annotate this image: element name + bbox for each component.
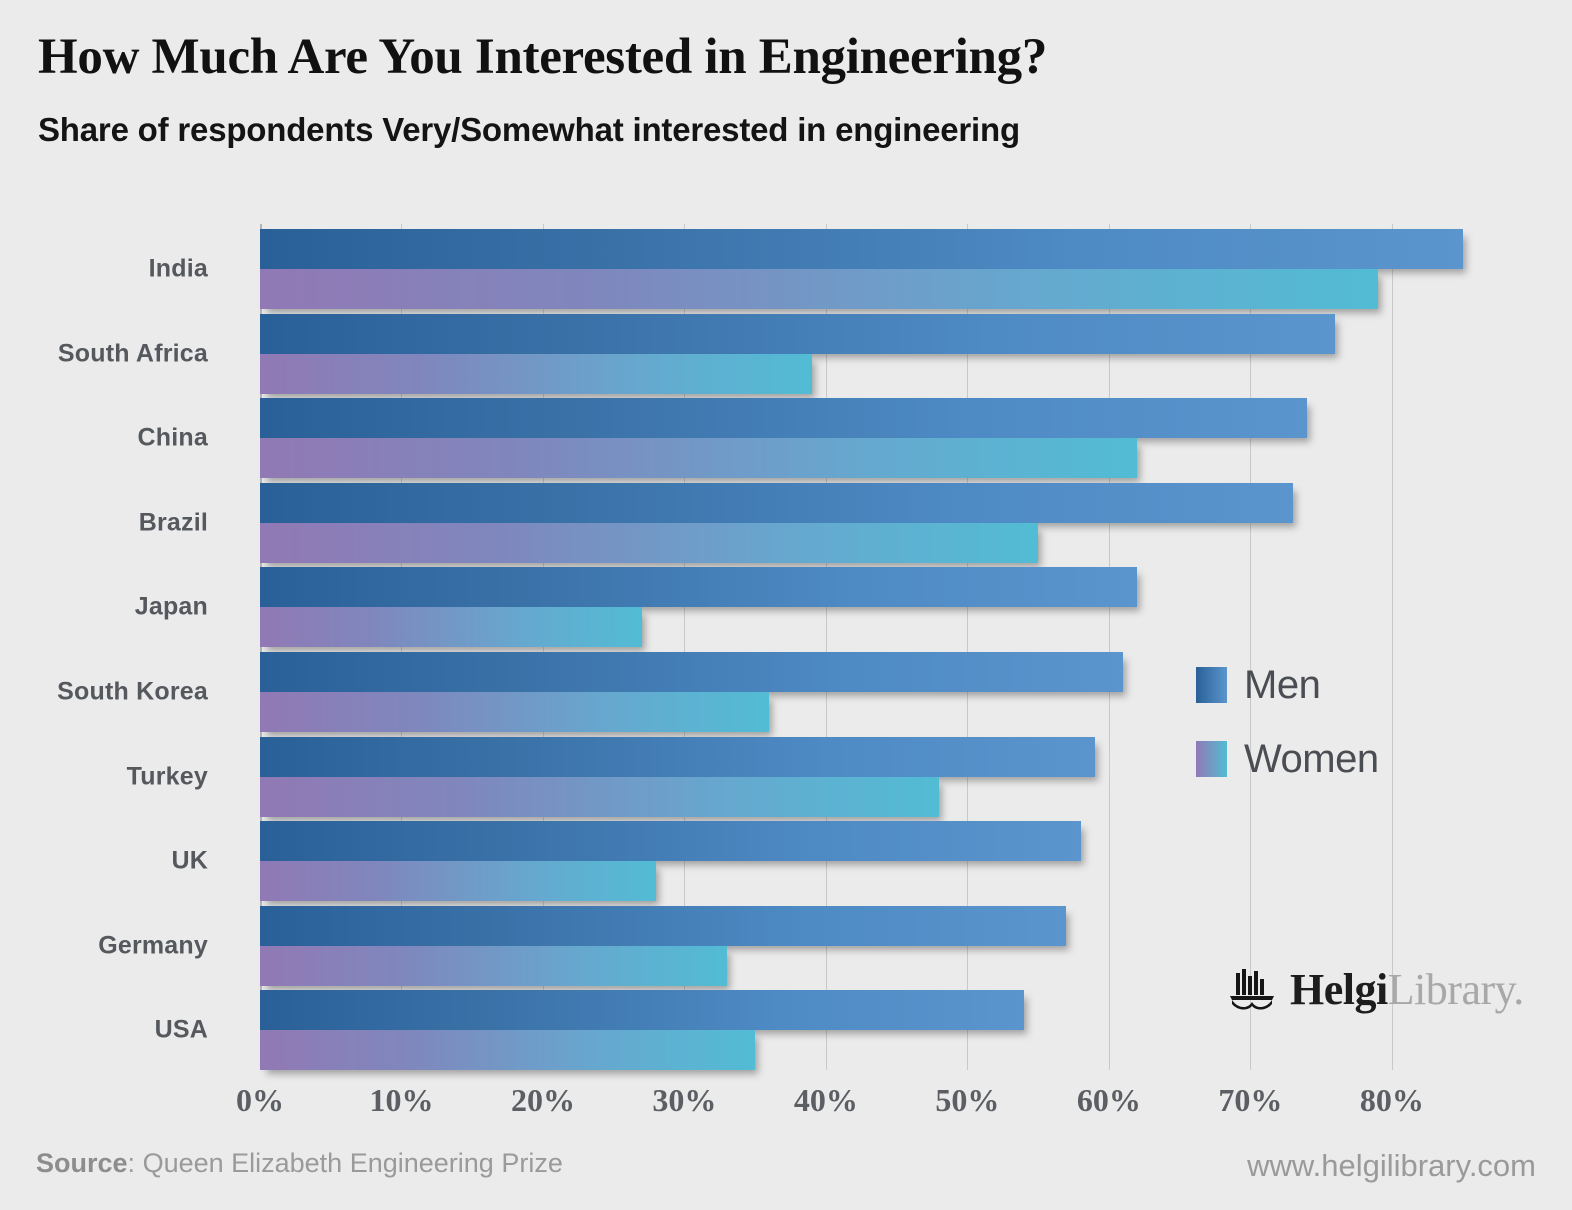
- bar-uk-women[interactable]: [260, 861, 657, 902]
- bar-south-korea-men[interactable]: [260, 652, 1123, 692]
- y-axis-label-turkey: Turkey: [126, 762, 208, 791]
- x-tick-label-0: 0%: [236, 1082, 284, 1118]
- y-axis-label-china: China: [137, 423, 208, 452]
- gridline-40: [825, 224, 827, 1070]
- bar-south-korea-women[interactable]: [260, 692, 770, 732]
- x-tick-label-10: 10%: [369, 1082, 434, 1118]
- plot-area: [260, 224, 1505, 1071]
- source-value: Queen Elizabeth Engineering Prize: [142, 1148, 563, 1178]
- bar-usa-men[interactable]: [260, 990, 1024, 1031]
- y-axis-label-south-africa: South Africa: [57, 339, 208, 368]
- bar-japan-women[interactable]: [260, 607, 642, 648]
- x-tick-label-60: 60%: [1076, 1082, 1141, 1118]
- bar-japan-men[interactable]: [260, 567, 1138, 608]
- source-label: Source: [36, 1148, 128, 1178]
- y-axis-label-germany: Germany: [98, 931, 208, 960]
- x-tick-label-50: 50%: [935, 1082, 1000, 1118]
- helgi-library-logo[interactable]: Helgi Library.: [1228, 958, 1524, 1020]
- bar-brazil-men[interactable]: [260, 482, 1293, 523]
- bar-india-women[interactable]: [260, 269, 1378, 309]
- legend-label-men: Men: [1244, 662, 1321, 707]
- chart-header: How Much Are You Interested in Engineeri…: [38, 29, 1518, 149]
- y-axis-label-south-korea: South Korea: [57, 677, 208, 706]
- bar-germany-women[interactable]: [260, 945, 727, 986]
- bar-india-men[interactable]: [260, 229, 1463, 269]
- x-axis-tick-labels: 0% 10% 20% 30% 40% 50% 60% 70% 80%: [0, 1082, 1572, 1132]
- gridline-80: [1391, 224, 1393, 1070]
- gridline-70: [1250, 224, 1252, 1070]
- legend-label-women: Women: [1244, 736, 1379, 781]
- bar-brazil-women[interactable]: [260, 522, 1039, 563]
- chart-subtitle: Share of respondents Very/Somewhat inter…: [38, 111, 1020, 149]
- chart-footer: Source: Queen Elizabeth Engineering Priz…: [0, 1148, 1572, 1202]
- source-note: Source: Queen Elizabeth Engineering Priz…: [36, 1148, 563, 1179]
- bar-uk-men[interactable]: [260, 821, 1081, 862]
- legend-item-men[interactable]: Men: [1196, 648, 1496, 722]
- legend-swatch-women-icon: [1196, 741, 1227, 777]
- y-axis-label-uk: UK: [171, 846, 208, 875]
- y-axis-category-labels: India South Africa China Brazil Japan South K…: [0, 224, 240, 1070]
- bar-china-men[interactable]: [260, 398, 1307, 439]
- bar-south-africa-women[interactable]: [260, 353, 812, 394]
- logo-text-library: Library.: [1387, 964, 1525, 1014]
- gridline-50: [967, 224, 969, 1070]
- y-axis-label-india: India: [148, 254, 208, 283]
- source-separator: :: [127, 1148, 143, 1178]
- legend-swatch-men-icon: [1196, 667, 1227, 703]
- chart-legend: Men Women: [1196, 648, 1496, 796]
- y-axis-label-brazil: Brazil: [138, 508, 208, 537]
- x-tick-label-70: 70%: [1218, 1082, 1283, 1118]
- bar-germany-men[interactable]: [260, 905, 1067, 946]
- bar-turkey-women[interactable]: [260, 776, 940, 817]
- bar-south-africa-men[interactable]: [260, 313, 1336, 354]
- bar-turkey-men[interactable]: [260, 736, 1095, 777]
- gridline-30: [684, 224, 686, 1070]
- x-tick-label-20: 20%: [510, 1082, 575, 1118]
- x-tick-label-40: 40%: [793, 1082, 858, 1118]
- y-axis-label-usa: USA: [154, 1015, 208, 1044]
- logo-text-helgi: Helgi: [1290, 964, 1388, 1014]
- bar-chart-book-icon: [1228, 967, 1276, 1011]
- x-tick-label-80: 80%: [1359, 1082, 1424, 1118]
- x-tick-label-30: 30%: [652, 1082, 717, 1118]
- y-axis-label-japan: Japan: [134, 592, 208, 621]
- bar-usa-women[interactable]: [260, 1030, 756, 1071]
- legend-item-women[interactable]: Women: [1196, 722, 1496, 796]
- gridline-60: [1108, 224, 1110, 1070]
- website-url[interactable]: www.helgilibrary.com: [1247, 1148, 1536, 1183]
- page-title: How Much Are You Interested in Engineeri…: [38, 29, 1048, 85]
- bar-china-women[interactable]: [260, 438, 1138, 479]
